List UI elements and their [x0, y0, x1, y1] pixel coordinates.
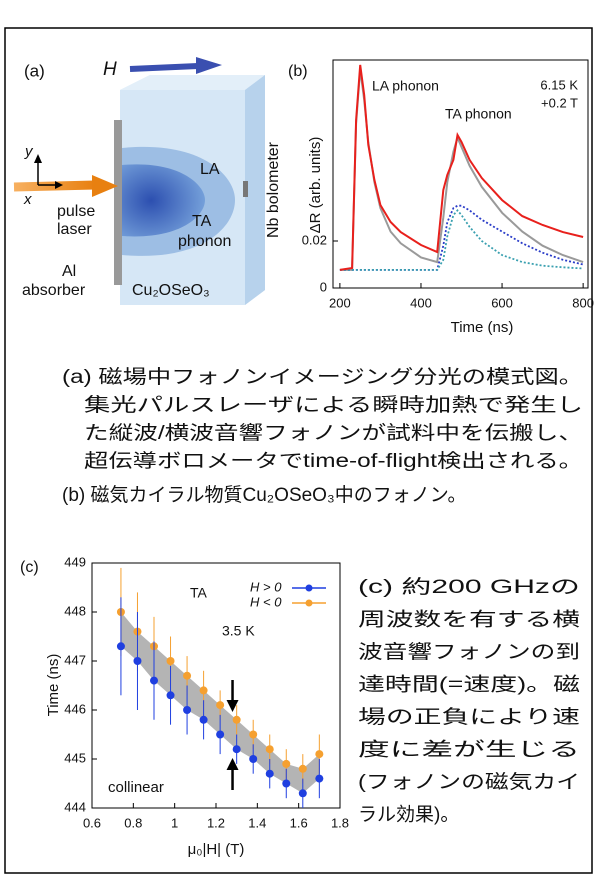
diagram [14, 57, 265, 305]
caption-line: 場の正負により速 [358, 706, 580, 728]
point [282, 760, 290, 768]
y-axis-title: ΔR (arb. units) [307, 137, 324, 234]
bolometer [243, 181, 248, 197]
point [266, 770, 274, 778]
annotation: LA phonon [372, 78, 439, 94]
point [150, 677, 158, 685]
ta-label: TA [192, 213, 212, 230]
y-tick-label: 445 [64, 750, 86, 765]
figure: (a) H y x pulse laser LA TA phonon Al ab… [0, 0, 597, 878]
y-axis-title: Time (ns) [45, 654, 62, 717]
point [183, 706, 191, 714]
ta-label: phonon [178, 233, 231, 250]
y-tick-label: 0.02 [302, 232, 327, 247]
annotation: TA phonon [445, 106, 512, 122]
y-tick-label: 446 [64, 701, 86, 716]
x-tick-label: 400 [410, 295, 432, 310]
point [315, 750, 323, 758]
x-tick-label: 1.8 [331, 815, 349, 830]
panel-label: (b) [288, 63, 308, 80]
caption-line: (c) 約200 GHzの [358, 576, 580, 598]
caption-line: (a) 磁場中フォノンイメージング分光の模式図。 [62, 366, 583, 388]
annotation: TA [190, 585, 208, 601]
laser-label: laser [57, 221, 92, 238]
crystal-top [120, 75, 265, 90]
point [200, 686, 208, 694]
annotation: 6.15 K [540, 77, 578, 92]
axis-x: x [23, 191, 32, 208]
point [299, 789, 307, 797]
caption-line: た縦波/横波音響フォノンが試料中を伝搬し、 [84, 422, 583, 444]
panel-label: (c) [20, 559, 39, 576]
caption-line: 超伝導ボロメータでtime-of-flight検出される。 [84, 450, 583, 472]
x-tick-label: 1.4 [248, 815, 266, 830]
point [216, 731, 224, 739]
x-axis-title: μ₀|H| (T) [188, 841, 245, 858]
bolometer-label: Nb bolometer [265, 141, 282, 238]
legend-marker [306, 600, 313, 607]
y-tick-label: 0 [320, 279, 327, 294]
caption-line: (b) 磁気カイラル物質Cu₂OSeO₃中のフォノン。 [62, 484, 467, 506]
absorber-label: Al [62, 263, 76, 280]
annotation: +0.2 T [541, 95, 578, 110]
series-line [340, 210, 583, 270]
point [233, 716, 241, 724]
point [249, 755, 257, 763]
sample-label: Cu₂OSeO₃ [132, 282, 210, 299]
x-tick-label: 1.2 [207, 815, 225, 830]
absorber-label: absorber [22, 282, 86, 299]
x-tick-label: 1.6 [290, 815, 308, 830]
y-tick-label: 447 [64, 652, 86, 667]
axis-y: y [24, 143, 34, 160]
point [167, 691, 175, 699]
point [167, 657, 175, 665]
caption-line: 度に差が生じる [358, 739, 580, 761]
plot-frame [333, 60, 588, 288]
x-tick-label: 1 [171, 815, 178, 830]
caption-line: 周波数を有する横 [358, 609, 580, 631]
la-label: LA [200, 161, 220, 178]
caption-line: (フォノンの磁気カイ [358, 771, 580, 793]
caption-line: ラル効果)。 [358, 804, 459, 826]
point [200, 716, 208, 724]
series-line [340, 206, 583, 270]
absorber [114, 120, 122, 285]
caption-line: 達時間(=速度)。磁 [358, 674, 580, 696]
point [282, 780, 290, 788]
caption-line: 波音響フォノンの到 [358, 641, 580, 663]
point [299, 765, 307, 773]
y-tick-label: 449 [64, 554, 86, 569]
panel-label: (a) [24, 61, 45, 80]
x-tick-label: 200 [329, 295, 351, 310]
point [133, 657, 141, 665]
laser-label: pulse [57, 203, 95, 220]
caption-line: 集光パルスレーザによる瞬時加熱で発生し [84, 394, 583, 416]
x-tick-label: 600 [491, 295, 513, 310]
point [216, 701, 224, 709]
field-arrow [130, 66, 198, 69]
y-tick-label: 448 [64, 603, 86, 618]
annotation: 3.5 K [222, 623, 255, 639]
annotation: collinear [108, 779, 164, 796]
point [266, 745, 274, 753]
x-axis-title: Time (ns) [451, 319, 514, 336]
x-tick-label: 0.8 [124, 815, 142, 830]
point [249, 731, 257, 739]
legend-label: H < 0 [250, 594, 282, 609]
x-tick-label: 800 [572, 295, 594, 310]
field-label: H [103, 59, 117, 80]
field-head [196, 57, 222, 74]
point [315, 775, 323, 783]
legend-marker [306, 585, 313, 592]
legend-label: H > 0 [250, 579, 282, 594]
point [117, 642, 125, 650]
axis-y-head [34, 154, 42, 163]
point [183, 672, 191, 680]
x-tick-label: 0.6 [83, 815, 101, 830]
y-tick-label: 444 [64, 799, 86, 814]
point [233, 745, 241, 753]
